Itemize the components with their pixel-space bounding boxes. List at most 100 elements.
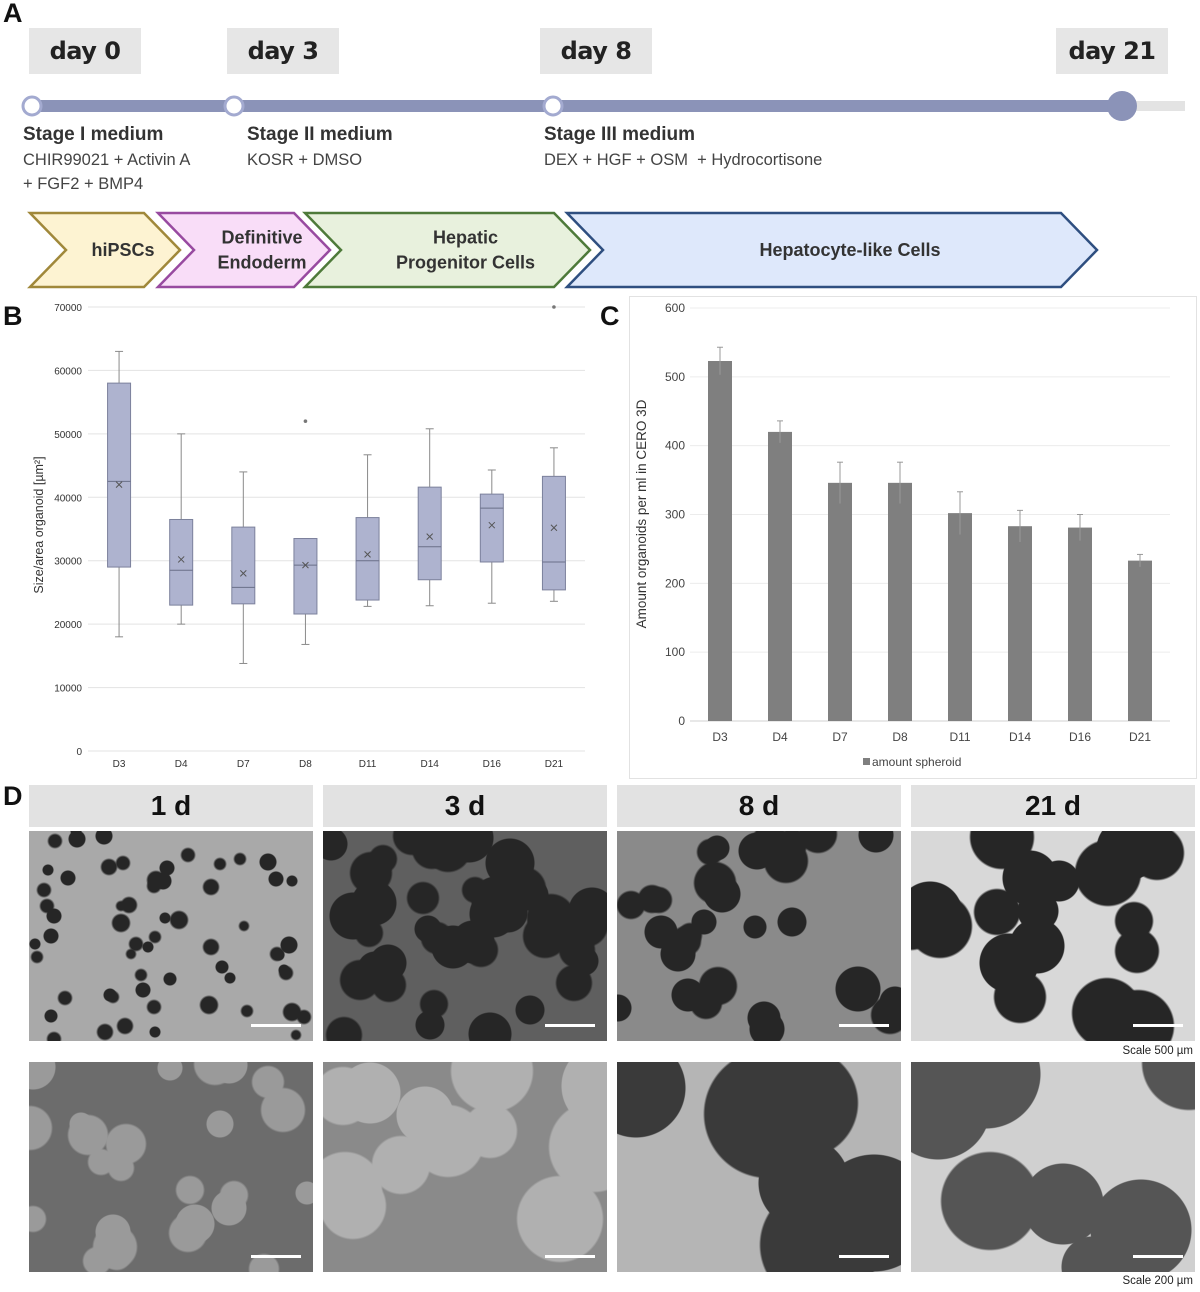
mean-marker (426, 533, 434, 540)
x-tick-label: D16 (1069, 730, 1091, 744)
x-tick-label: D3 (113, 759, 126, 770)
scale-bar (251, 1024, 301, 1027)
outlier-point (552, 305, 556, 309)
y-tick-label: 300 (665, 508, 685, 522)
micrograph-detail-21d (911, 1062, 1195, 1272)
bar-D21 (1128, 560, 1152, 721)
legend-swatch (863, 758, 870, 765)
x-tick-label: D11 (359, 759, 377, 770)
bar-D4 (768, 431, 792, 721)
timeline-node-day8 (542, 95, 564, 117)
stage-1-line-1: CHIR99021 + Activin A (23, 151, 191, 169)
micrograph-overview-8d (617, 831, 901, 1041)
y-tick-label: 10000 (54, 684, 82, 695)
x-tick-label: D3 (712, 730, 728, 744)
y-tick-label: 40000 (54, 493, 82, 504)
chevron-0 (27, 211, 182, 289)
timeline-bar (21, 91, 1185, 121)
mean-marker (364, 551, 371, 558)
cell-type-label: Progenitor Cells (396, 253, 535, 273)
y-tick-label: 30000 (54, 557, 82, 568)
chevron-3 (564, 211, 1099, 289)
scale-bar (1133, 1024, 1183, 1027)
y-tick-label: 200 (665, 576, 685, 590)
y-axis-label: Amount organoids per ml in CERO 3D (634, 399, 649, 628)
panel-label-b: B (3, 301, 23, 331)
y-tick-label: 50000 (54, 430, 82, 441)
stage-1-line-2: + FGF2 + BMP4 (23, 175, 144, 193)
bar-D3 (708, 361, 732, 721)
micrograph-overview-1d (29, 831, 313, 1041)
mean-marker (177, 556, 185, 563)
column-header-1d: 1 d (29, 785, 313, 827)
timeline-node-day21 (1107, 91, 1137, 121)
x-tick-label: D21 (545, 759, 564, 770)
micrograph-detail-1d (29, 1062, 313, 1272)
cell-type-label: Definitive (221, 228, 302, 248)
bar-D14 (1008, 526, 1032, 721)
bar-chart: Amount organoids per ml in CERO 3D amoun… (629, 296, 1197, 779)
y-tick-label: 70000 (54, 303, 82, 314)
y-tick-label: 400 (665, 439, 685, 453)
box-D21 (541, 475, 566, 591)
stage-1-title: Stage I medium (23, 124, 164, 145)
bar-D16 (1068, 527, 1092, 721)
x-tick-label: D16 (483, 759, 502, 770)
scale-bar (545, 1024, 595, 1027)
stage-2-line-1: KOSR + DMSO (247, 151, 363, 169)
box-D3 (107, 382, 132, 568)
scale-bar (251, 1255, 301, 1258)
x-tick-label: D11 (949, 730, 970, 744)
day-label-21: day 21 (1056, 28, 1168, 74)
mean-marker (239, 570, 247, 577)
mean-marker (550, 524, 558, 532)
y-tick-label: 100 (665, 645, 685, 659)
mean-marker (488, 521, 496, 529)
micrograph-overview-21d (911, 831, 1195, 1041)
timeline-node-day0 (21, 95, 43, 117)
mean-marker (302, 561, 309, 569)
timeline-remaining (1122, 101, 1185, 111)
stage-2-title: Stage II medium (247, 124, 393, 145)
x-tick-label: D7 (237, 759, 250, 770)
box-D16 (479, 493, 504, 563)
legend-label: amount spheroid (872, 755, 961, 769)
day-label-3: day 3 (227, 28, 339, 74)
panel-label-a: A (3, 0, 23, 28)
cell-type-label: Endoderm (217, 253, 306, 273)
scale-label-row2: Scale 200 µm (1122, 1275, 1193, 1287)
day-label-0: day 0 (29, 28, 141, 74)
x-tick-label: D21 (1129, 730, 1151, 744)
y-tick-label: 60000 (54, 366, 82, 377)
chevron-2 (302, 211, 592, 289)
y-tick-label: 600 (665, 301, 685, 315)
x-tick-label: D4 (175, 759, 188, 770)
cell-type-label: hiPSCs (91, 240, 154, 260)
panel-label-d: D (3, 781, 23, 811)
timeline-progress (32, 100, 1122, 112)
micrograph-detail-3d (323, 1062, 607, 1272)
x-tick-label: D8 (299, 759, 312, 770)
y-axis-label: Size/area organoid [µm²] (32, 456, 46, 593)
box-D14 (417, 486, 442, 581)
scale-label-row1: Scale 500 µm (1122, 1045, 1193, 1057)
stage-3-line-1: DEX + HGF + OSM + Hydrocortisone (544, 151, 823, 169)
x-tick-label: D4 (772, 730, 788, 744)
bar-D8 (888, 482, 912, 721)
box-D8 (293, 538, 318, 615)
box-D11 (355, 517, 380, 601)
boxplot-chart: Size/area organoid [µm²] 0 10000 20000 3000… (32, 303, 585, 770)
y-tick-label: 0 (678, 714, 685, 728)
column-header-3d: 3 d (323, 785, 607, 827)
bar-D11 (948, 513, 972, 721)
y-tick-label: 20000 (54, 620, 82, 631)
outlier-point (303, 419, 308, 423)
cell-type-chevrons: hiPSCs Definitive Endoderm Hepatic Progenito… (27, 211, 1099, 289)
scale-bar (1133, 1255, 1183, 1258)
cell-type-label: Hepatocyte-like Cells (759, 240, 940, 260)
cell-type-label: Hepatic (433, 228, 498, 248)
micrograph-detail-8d (617, 1062, 901, 1272)
chevron-1 (155, 211, 332, 289)
micrograph-overview-3d (323, 831, 607, 1041)
mean-marker (115, 481, 123, 488)
